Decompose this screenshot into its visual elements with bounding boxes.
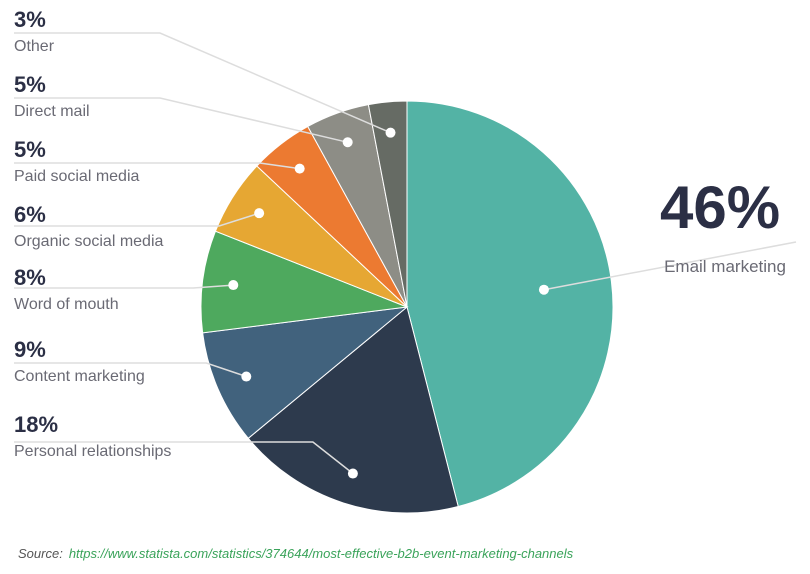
dot-word-of-mouth (228, 280, 239, 291)
leader-line-direct-mail (14, 97, 348, 144)
leader-lines (14, 32, 797, 475)
marker-dots (228, 127, 549, 479)
leader-line-word-of-mouth (14, 284, 234, 289)
dot-personal-relationships (347, 468, 358, 479)
dot-email-marketing (538, 284, 549, 295)
value-label-email-marketing: 46% (660, 174, 780, 241)
slice-word-of-mouth (200, 230, 408, 334)
leader-line-other (14, 32, 391, 134)
leader-line-content-marketing (14, 362, 247, 378)
category-label-other: Other (14, 38, 55, 55)
source-note: Source: https://www.statista.com/statisti… (18, 546, 573, 561)
dot-content-marketing (241, 371, 252, 382)
category-label-paid-social-media: Paid social media (14, 168, 140, 185)
value-label-personal-relationships: 18% (14, 412, 58, 437)
slice-email-marketing (406, 100, 614, 508)
category-label-content-marketing: Content marketing (14, 368, 145, 385)
source-link[interactable]: https://www.statista.com/statistics/3746… (68, 546, 574, 561)
leader-line-organic-social-media (14, 212, 260, 227)
slice-other (367, 100, 408, 308)
value-label-content-marketing: 9% (14, 337, 46, 362)
value-label-word-of-mouth: 8% (14, 265, 46, 290)
category-label-email-marketing: Email marketing (664, 257, 786, 276)
leader-line-email-marketing (543, 241, 797, 291)
pie-slices (200, 100, 614, 514)
slice-content-marketing (202, 306, 409, 440)
category-label-direct-mail: Direct mail (14, 103, 90, 120)
slice-personal-relationships (247, 306, 459, 514)
value-label-direct-mail: 5% (14, 72, 46, 97)
slice-labels: 46% Email marketing 18% Personal relationsh… (14, 7, 786, 460)
leader-line-paid-social-media (14, 162, 300, 170)
category-label-word-of-mouth: Word of mouth (14, 296, 119, 313)
value-label-paid-social-media: 5% (14, 137, 46, 162)
dot-other (385, 127, 396, 138)
category-label-organic-social-media: Organic social media (14, 233, 164, 250)
dot-paid-social-media (294, 163, 305, 174)
value-label-other: 3% (14, 7, 46, 32)
value-label-organic-social-media: 6% (14, 202, 46, 227)
dot-direct-mail (342, 137, 353, 148)
leader-line-personal-relationships (14, 441, 354, 475)
source-label: Source: (18, 546, 63, 561)
dot-organic-social-media (254, 208, 265, 219)
category-label-personal-relationships: Personal relationships (14, 443, 171, 460)
